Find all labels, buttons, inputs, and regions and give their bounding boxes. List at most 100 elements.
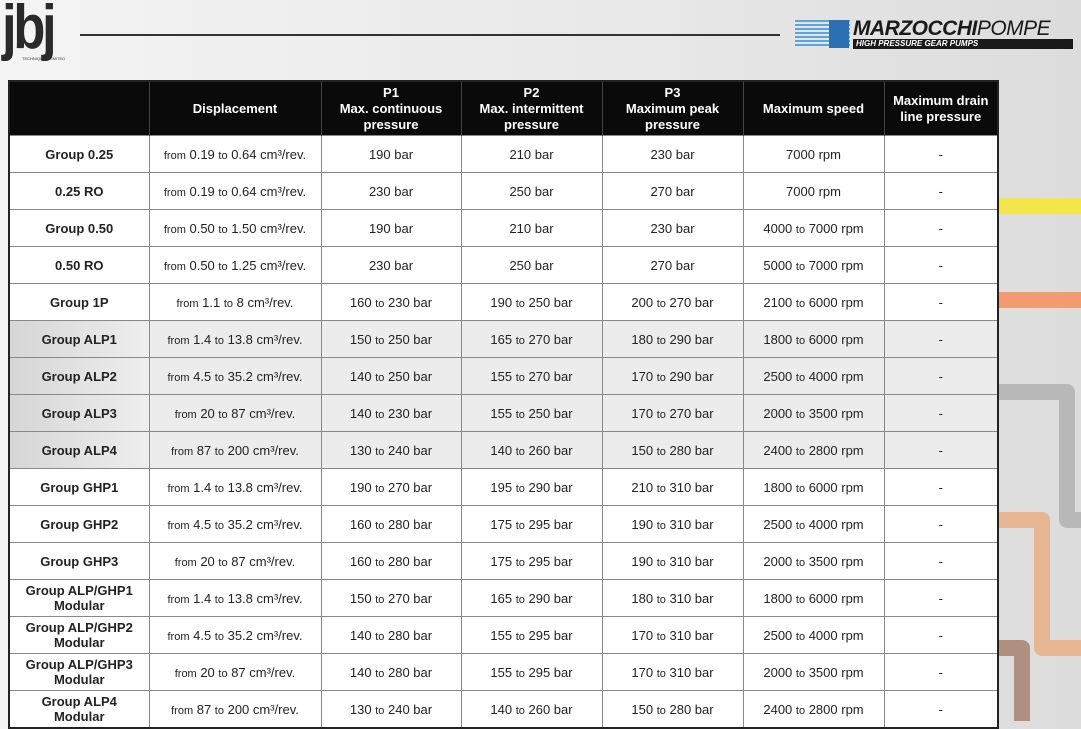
cell-p1: 190 bar — [320, 209, 462, 247]
cell-max-speed: 2100 to 6000 rpm — [742, 283, 885, 321]
column-header-p3: P3 Maximum peak pressure — [602, 81, 744, 136]
table-row: Group ALP/GHP2 Modular from 4.5 to 35.2 c… — [8, 616, 999, 654]
cell-p1: 140 to 230 bar — [320, 394, 462, 432]
cell-p2: 140 to 260 bar — [460, 431, 603, 469]
cell-max-speed: 1800 to 6000 rpm — [742, 579, 885, 617]
cell-max-speed: 2500 to 4000 rpm — [742, 357, 885, 395]
cell-max-speed: 2000 to 3500 rpm — [742, 653, 885, 691]
cell-displacement: from 1.4 to 13.8 cm³/rev. — [148, 579, 322, 617]
cell-group: Group ALP/GHP3 Modular — [8, 653, 150, 691]
cell-p2: 155 to 270 bar — [460, 357, 603, 395]
gray-stripe — [997, 384, 1081, 528]
table-row: Group ALP1 from 1.4 to 13.8 cm³/rev. 150 t… — [8, 320, 999, 358]
cell-p3: 170 to 310 bar — [601, 616, 744, 654]
marzocchi-logo: MARZOCCHIPOMPE HIGH PRESSURE GEAR PUMPS — [795, 18, 1075, 52]
column-header-displacement: Displacement — [149, 81, 322, 136]
cell-max-speed: 1800 to 6000 rpm — [742, 468, 885, 506]
cell-group: Group 0.25 — [8, 135, 150, 173]
cell-p1: 150 to 270 bar — [320, 579, 462, 617]
cell-group: Group GHP1 — [8, 468, 150, 506]
cell-drain-pressure: - — [883, 246, 999, 284]
cell-drain-pressure: - — [883, 394, 999, 432]
cell-displacement: from 4.5 to 35.2 cm³/rev. — [148, 357, 322, 395]
brown-stripe — [997, 640, 1030, 721]
cell-max-speed: 2400 to 2800 rpm — [742, 431, 885, 469]
yellow-stripe — [997, 198, 1081, 214]
cell-drain-pressure: - — [883, 616, 999, 654]
table-row: 0.50 RO from 0.50 to 1.25 cm³/rev. 230 bar… — [8, 246, 999, 284]
table-row: Group ALP4 from 87 to 200 cm³/rev. 130 to … — [8, 431, 999, 469]
cell-max-speed: 1800 to 6000 rpm — [742, 320, 885, 358]
cell-p3: 150 to 280 bar — [601, 431, 744, 469]
cell-p3: 270 bar — [601, 172, 744, 210]
column-header-p2: P2 Max. intermittent pressure — [461, 81, 603, 136]
column-header-max-speed: Maximum speed — [743, 81, 885, 136]
logo-pump-icon — [829, 20, 849, 48]
table-row: Group GHP2 from 4.5 to 35.2 cm³/rev. 160 t… — [8, 505, 999, 543]
cell-p3: 230 bar — [601, 209, 744, 247]
cell-p3: 190 to 310 bar — [601, 505, 744, 543]
cell-p1: 160 to 230 bar — [320, 283, 462, 321]
cell-displacement: from 0.19 to 0.64 cm³/rev. — [148, 172, 322, 210]
cell-p2: 165 to 290 bar — [460, 579, 603, 617]
cell-p2: 195 to 290 bar — [460, 468, 603, 506]
table-row: Group 0.50 from 0.50 to 1.50 cm³/rev. 190 … — [8, 209, 999, 247]
cell-group: Group ALP3 — [8, 394, 150, 432]
cell-displacement: from 20 to 87 cm³/rev. — [148, 653, 322, 691]
cell-max-speed: 7000 rpm — [742, 135, 885, 173]
cell-p1: 150 to 250 bar — [320, 320, 462, 358]
cell-p2: 155 to 250 bar — [460, 394, 603, 432]
cell-group: Group ALP/GHP1 Modular — [8, 579, 150, 617]
header-rule — [80, 34, 780, 36]
cell-p3: 150 to 280 bar — [601, 690, 744, 729]
cell-p2: 210 bar — [460, 135, 603, 173]
cell-displacement: from 1.4 to 13.8 cm³/rev. — [148, 468, 322, 506]
cell-drain-pressure: - — [883, 579, 999, 617]
cell-displacement: from 1.4 to 13.8 cm³/rev. — [148, 320, 322, 358]
cell-p1: 130 to 240 bar — [320, 431, 462, 469]
cell-p2: 140 to 260 bar — [460, 690, 603, 729]
cell-group: Group 1P — [8, 283, 150, 321]
column-header-p1: P1 Max. continuous pressure — [321, 81, 462, 136]
cell-max-speed: 2000 to 3500 rpm — [742, 394, 885, 432]
cell-displacement: from 4.5 to 35.2 cm³/rev. — [148, 616, 322, 654]
pump-spec-table: Displacement P1 Max. continuous pressure P… — [8, 80, 999, 729]
table-row: 0.25 RO from 0.19 to 0.64 cm³/rev. 230 bar… — [8, 172, 999, 210]
table-row: Group ALP/GHP1 Modular from 1.4 to 13.8 c… — [8, 579, 999, 617]
cell-displacement: from 0.50 to 1.50 cm³/rev. — [148, 209, 322, 247]
tan-stripe — [997, 512, 1081, 656]
table-row: Group 0.25 from 0.19 to 0.64 cm³/rev. 190 … — [8, 135, 999, 173]
cell-drain-pressure: - — [883, 653, 999, 691]
cell-p2: 250 bar — [460, 172, 603, 210]
cell-p1: 190 bar — [320, 135, 462, 173]
jbj-logo: jbj TECHNIQUES LIMITED — [2, 0, 66, 62]
cell-group: 0.25 RO — [8, 172, 150, 210]
cell-p3: 200 to 270 bar — [601, 283, 744, 321]
cell-drain-pressure: - — [883, 468, 999, 506]
decorative-stripes — [997, 198, 1081, 721]
table-row: Group ALP/GHP3 Modular from 20 to 87 cm³/… — [8, 653, 999, 691]
cell-drain-pressure: - — [883, 690, 999, 729]
cell-displacement: from 20 to 87 cm³/rev. — [148, 542, 322, 580]
cell-p1: 140 to 250 bar — [320, 357, 462, 395]
table-row: Group ALP3 from 20 to 87 cm³/rev. 140 to 2… — [8, 394, 999, 432]
table-row: Group GHP3 from 20 to 87 cm³/rev. 160 to 2… — [8, 542, 999, 580]
cell-drain-pressure: - — [883, 283, 999, 321]
cell-max-speed: 2500 to 4000 rpm — [742, 505, 885, 543]
cell-p1: 140 to 280 bar — [320, 616, 462, 654]
cell-drain-pressure: - — [883, 172, 999, 210]
orange-stripe — [997, 292, 1081, 308]
cell-drain-pressure: - — [883, 135, 999, 173]
cell-displacement: from 1.1 to 8 cm³/rev. — [148, 283, 322, 321]
cell-group: Group 0.50 — [8, 209, 150, 247]
cell-group: Group GHP3 — [8, 542, 150, 580]
cell-p1: 190 to 270 bar — [320, 468, 462, 506]
cell-p3: 180 to 310 bar — [601, 579, 744, 617]
cell-drain-pressure: - — [883, 542, 999, 580]
cell-p1: 130 to 240 bar — [320, 690, 462, 729]
cell-group: Group ALP/GHP2 Modular — [8, 616, 150, 654]
column-header-group — [9, 81, 150, 136]
cell-max-speed: 2400 to 2800 rpm — [742, 690, 885, 729]
cell-p2: 175 to 295 bar — [460, 542, 603, 580]
cell-p1: 230 bar — [320, 172, 462, 210]
